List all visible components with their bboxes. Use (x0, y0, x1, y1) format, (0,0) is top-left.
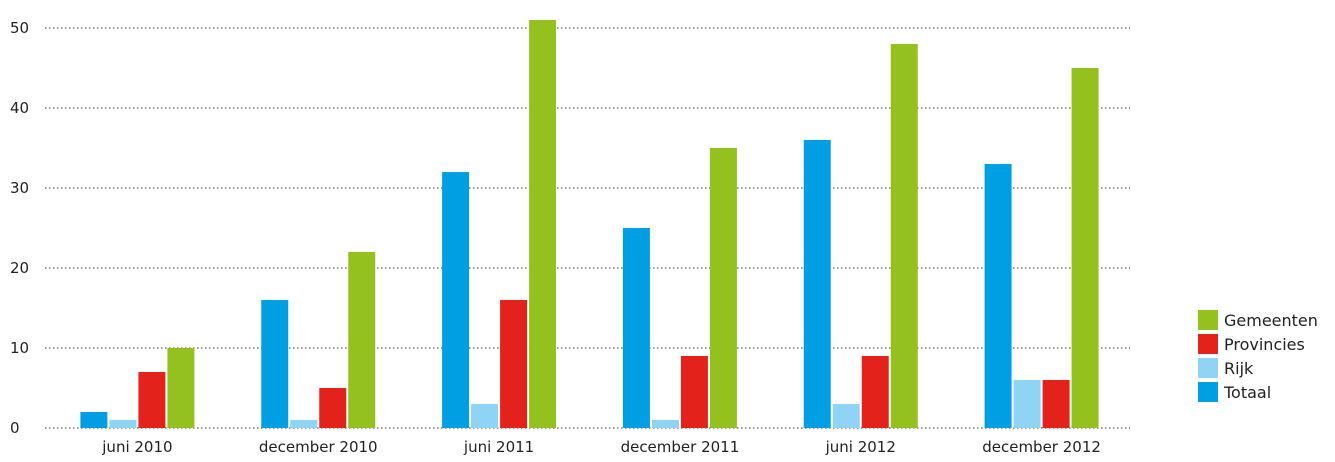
bar-provincies-0 (138, 372, 166, 428)
legend: Gemeenten Provincies Rijk Totaal (1198, 310, 1318, 402)
x-tick-label: juni 2011 (463, 438, 534, 456)
x-axis-ticks: juni 2010 december 2010 juni 2011 december … (101, 438, 1101, 456)
bar-gemeenten-5 (1071, 68, 1099, 428)
bar-provincies-4 (861, 356, 889, 428)
x-tick-label: juni 2012 (825, 438, 896, 456)
bar-provincies-5 (1042, 380, 1070, 428)
bar-totaal-0 (80, 412, 108, 428)
bar-totaal-1 (261, 300, 289, 428)
legend-swatch-totaal (1198, 382, 1218, 402)
x-tick-label: december 2010 (259, 438, 378, 456)
y-tick-label: 20 (10, 259, 29, 277)
bar-rijk-1 (290, 420, 318, 428)
legend-swatch-gemeenten (1198, 310, 1218, 330)
bar-gemeenten-4 (890, 44, 918, 428)
bar-gemeenten-3 (709, 148, 737, 428)
bar-rijk-5 (1013, 380, 1041, 428)
x-tick-label: juni 2010 (101, 438, 172, 456)
bar-rijk-0 (109, 420, 137, 428)
bar-rijk-2 (471, 404, 499, 428)
y-tick-label: 50 (10, 19, 29, 37)
bar-provincies-2 (500, 300, 528, 428)
bar-gemeenten-2 (529, 20, 557, 428)
bar-rijk-3 (651, 420, 679, 428)
y-tick-label: 10 (10, 339, 29, 357)
y-tick-label: 0 (10, 419, 20, 437)
y-tick-label: 40 (10, 99, 29, 117)
legend-label-provincies: Provincies (1224, 335, 1305, 354)
bar-gemeenten-0 (167, 348, 195, 428)
bar-totaal-3 (622, 228, 650, 428)
bar-totaal-4 (803, 140, 831, 428)
bar-totaal-5 (984, 164, 1012, 428)
gridlines (45, 27, 1130, 429)
x-tick-label: december 2012 (982, 438, 1101, 456)
bar-gemeenten-1 (348, 252, 376, 428)
bars (80, 20, 1099, 428)
y-tick-label: 30 (10, 179, 29, 197)
x-tick-label: december 2011 (621, 438, 740, 456)
legend-swatch-provincies (1198, 334, 1218, 354)
bar-provincies-3 (680, 356, 708, 428)
bar-totaal-2 (442, 172, 470, 428)
legend-label-gemeenten: Gemeenten (1224, 311, 1318, 330)
legend-label-totaal: Totaal (1223, 383, 1271, 402)
legend-label-rijk: Rijk (1224, 359, 1254, 378)
y-axis-ticks: 0 10 20 30 40 50 (10, 19, 29, 437)
bar-rijk-4 (832, 404, 860, 428)
legend-swatch-rijk (1198, 358, 1218, 378)
bar-provincies-1 (319, 388, 347, 428)
